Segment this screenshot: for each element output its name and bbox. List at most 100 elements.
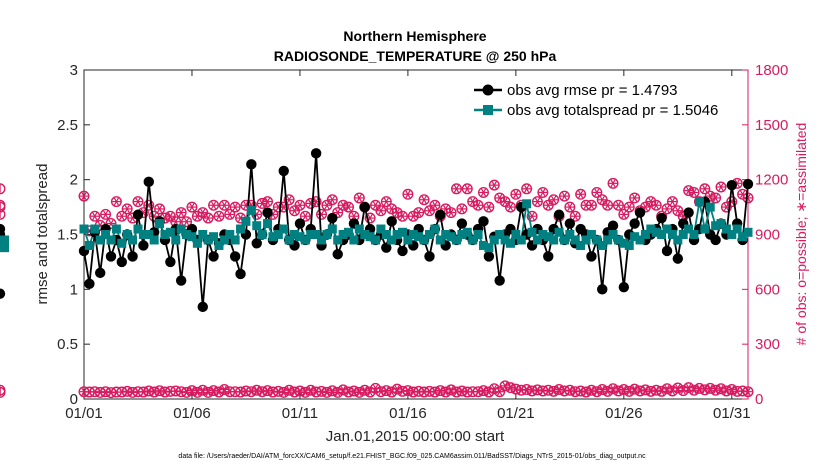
rmse-point [381, 242, 392, 253]
obs-marker-spoke [189, 386, 195, 395]
spread-point [505, 238, 515, 248]
spread-point [743, 227, 753, 237]
obs-assimilated-point [213, 386, 225, 398]
spread-point [527, 227, 537, 237]
obs-possible-point [531, 196, 543, 208]
obs-marker-ring [612, 199, 624, 211]
obs-possible-point [402, 188, 414, 200]
obs-possible-point [343, 201, 355, 213]
spread-point [711, 221, 721, 231]
obs-assimilated-point [483, 386, 495, 398]
obs-marker-spoke [675, 206, 681, 215]
obs-marker-spoke [669, 197, 676, 206]
obs-marker-ring [391, 207, 403, 219]
legend-marker-rmse [482, 84, 494, 96]
spread-point [225, 230, 235, 239]
obs-marker-spoke [642, 385, 649, 394]
obs-possible-point [710, 192, 722, 204]
spread-point [246, 205, 256, 215]
obs-possible-point [488, 179, 500, 191]
obs-marker-spoke [621, 210, 627, 219]
spread-point [236, 224, 246, 234]
y-tick-label-right: 1200 [755, 172, 788, 189]
spread-point [128, 235, 138, 245]
obs-marker-ring [602, 385, 614, 397]
obs-possible-point [558, 190, 570, 202]
y-tick-label-right: 1800 [755, 62, 788, 79]
rmse-point [672, 253, 684, 264]
spread-point [327, 224, 337, 234]
obs-marker-spoke [653, 201, 659, 210]
obs-assimilated-point [720, 385, 732, 397]
x-tick-label: 01/21 [497, 405, 535, 422]
spread-point [597, 240, 607, 250]
spread-point [441, 230, 451, 239]
rmse-point [494, 275, 505, 286]
spread-point [630, 232, 640, 242]
obs-marker-ring [472, 199, 484, 211]
data-file-footnote: data file: /Users/raeder/DAI/ATM_forcXX/… [178, 453, 646, 460]
rmse-point [143, 176, 154, 188]
obs-marker-spoke [648, 197, 654, 206]
obs-possible-point [537, 186, 549, 198]
obs-marker-ring [332, 386, 344, 398]
obs-assimilated-point [445, 384, 457, 396]
obs-marker-ring [710, 192, 722, 204]
obs-marker-spoke [178, 208, 184, 217]
spread-point [392, 230, 402, 239]
obs-possible-point [602, 199, 614, 211]
spread-point [209, 232, 219, 242]
spread-point [522, 199, 532, 209]
y-tick-label: 0 [70, 391, 78, 408]
obs-assimilated-point [299, 386, 311, 398]
rmse-point [332, 249, 343, 260]
spread-point [398, 227, 408, 237]
obs-marker-spoke [675, 384, 681, 392]
obs-marker-ring [283, 194, 295, 206]
obs-marker-ring [564, 201, 576, 213]
obs-possible-point [510, 188, 522, 200]
obs-marker-spoke [610, 179, 616, 188]
legend-label-spread: obs avg totalspread pr = 1.5046 [507, 102, 718, 119]
obs-marker-spoke [712, 386, 719, 395]
obs-assimilated-point [332, 386, 344, 398]
obs-marker-spoke [707, 384, 713, 393]
spread-point [214, 240, 224, 250]
spread-point [360, 230, 370, 239]
spread-point [613, 235, 623, 245]
obs-marker-ring [375, 205, 387, 217]
obs-possible-point [688, 186, 700, 198]
obs-marker-spoke [167, 212, 173, 221]
obs-marker-spoke [718, 183, 724, 191]
spread-point [603, 235, 613, 245]
obs-marker-spoke [599, 385, 605, 394]
obs-marker-ring [186, 201, 198, 213]
obs-marker-ring [488, 383, 500, 395]
spread-point [84, 240, 94, 250]
obs-marker-spoke [135, 197, 141, 206]
obs-possible-point [661, 203, 673, 215]
obs-assimilated-point [715, 383, 727, 395]
obs-possible-point [591, 186, 603, 198]
obs-marker-spoke [507, 383, 514, 392]
spread-point [95, 235, 105, 245]
obs-possible-point [218, 199, 230, 211]
obs-possible-point [353, 192, 365, 204]
obs-marker-ring [202, 212, 214, 224]
obs-marker-ring [262, 196, 274, 208]
spread-point [165, 227, 175, 237]
obs-assimilated-point [359, 384, 371, 396]
rmse-point [262, 207, 273, 218]
obs-marker-spoke [702, 184, 708, 193]
obs-marker-ring [418, 194, 430, 206]
obs-assimilated-point [580, 386, 592, 398]
obs-possible-point [397, 210, 409, 222]
obs-marker-spoke [529, 212, 535, 221]
obs-marker-ring [364, 386, 376, 398]
obs-marker-ring [0, 183, 6, 195]
y-tick-label: 1.5 [57, 227, 78, 244]
obs-marker-ring [623, 201, 635, 213]
obs-marker-spoke [578, 190, 584, 199]
obs-possible-point [316, 208, 328, 220]
obs-marker-ring [656, 385, 668, 397]
